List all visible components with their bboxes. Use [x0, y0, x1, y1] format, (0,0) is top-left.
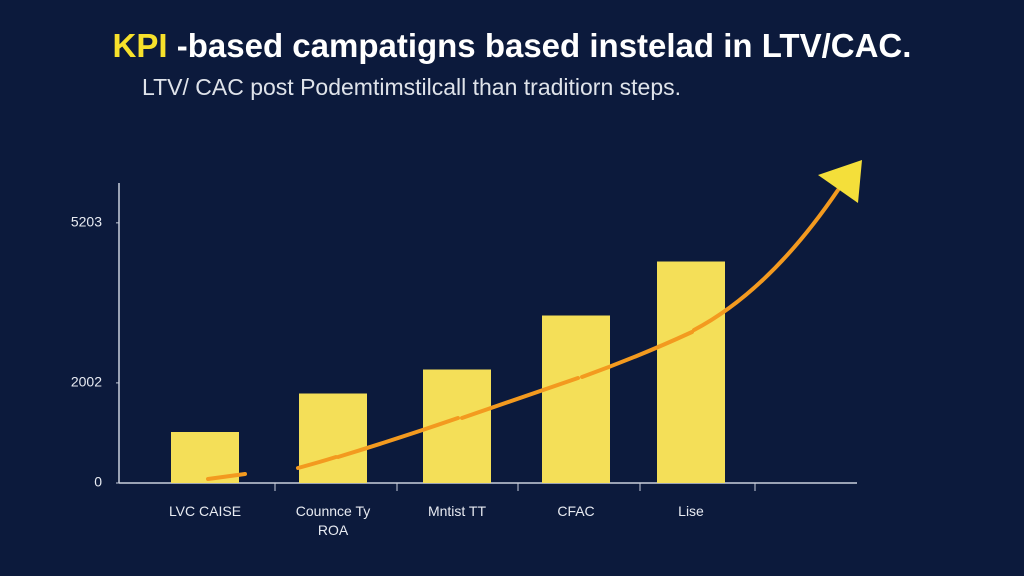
title-text: -based campatigns based instelad in LTV/… — [177, 27, 912, 64]
y-tick-label: 5203 — [71, 214, 102, 230]
x-tick-label: LVC CAISE — [168, 503, 242, 519]
x-tick-label: CFAC — [557, 503, 595, 519]
y-tick-label: 2002 — [71, 374, 102, 390]
arrow-head — [818, 160, 862, 203]
x-tick-label: Mntist TT — [427, 503, 487, 519]
bar — [657, 261, 725, 483]
chart-title: KPI -based campatigns based instelad in … — [113, 27, 912, 64]
title-highlight: KPI — [113, 27, 168, 64]
bar — [542, 315, 610, 483]
x-tick-label: Counnce Ty ROA — [295, 503, 371, 538]
y-tick-label: 0 — [94, 474, 102, 490]
chart-subtitle: LTV/ CAC post Podemtimstilcall than trad… — [142, 74, 681, 100]
x-tick-label: Lise — [678, 503, 704, 519]
trend-arrow — [206, 188, 840, 481]
bar — [299, 393, 367, 483]
